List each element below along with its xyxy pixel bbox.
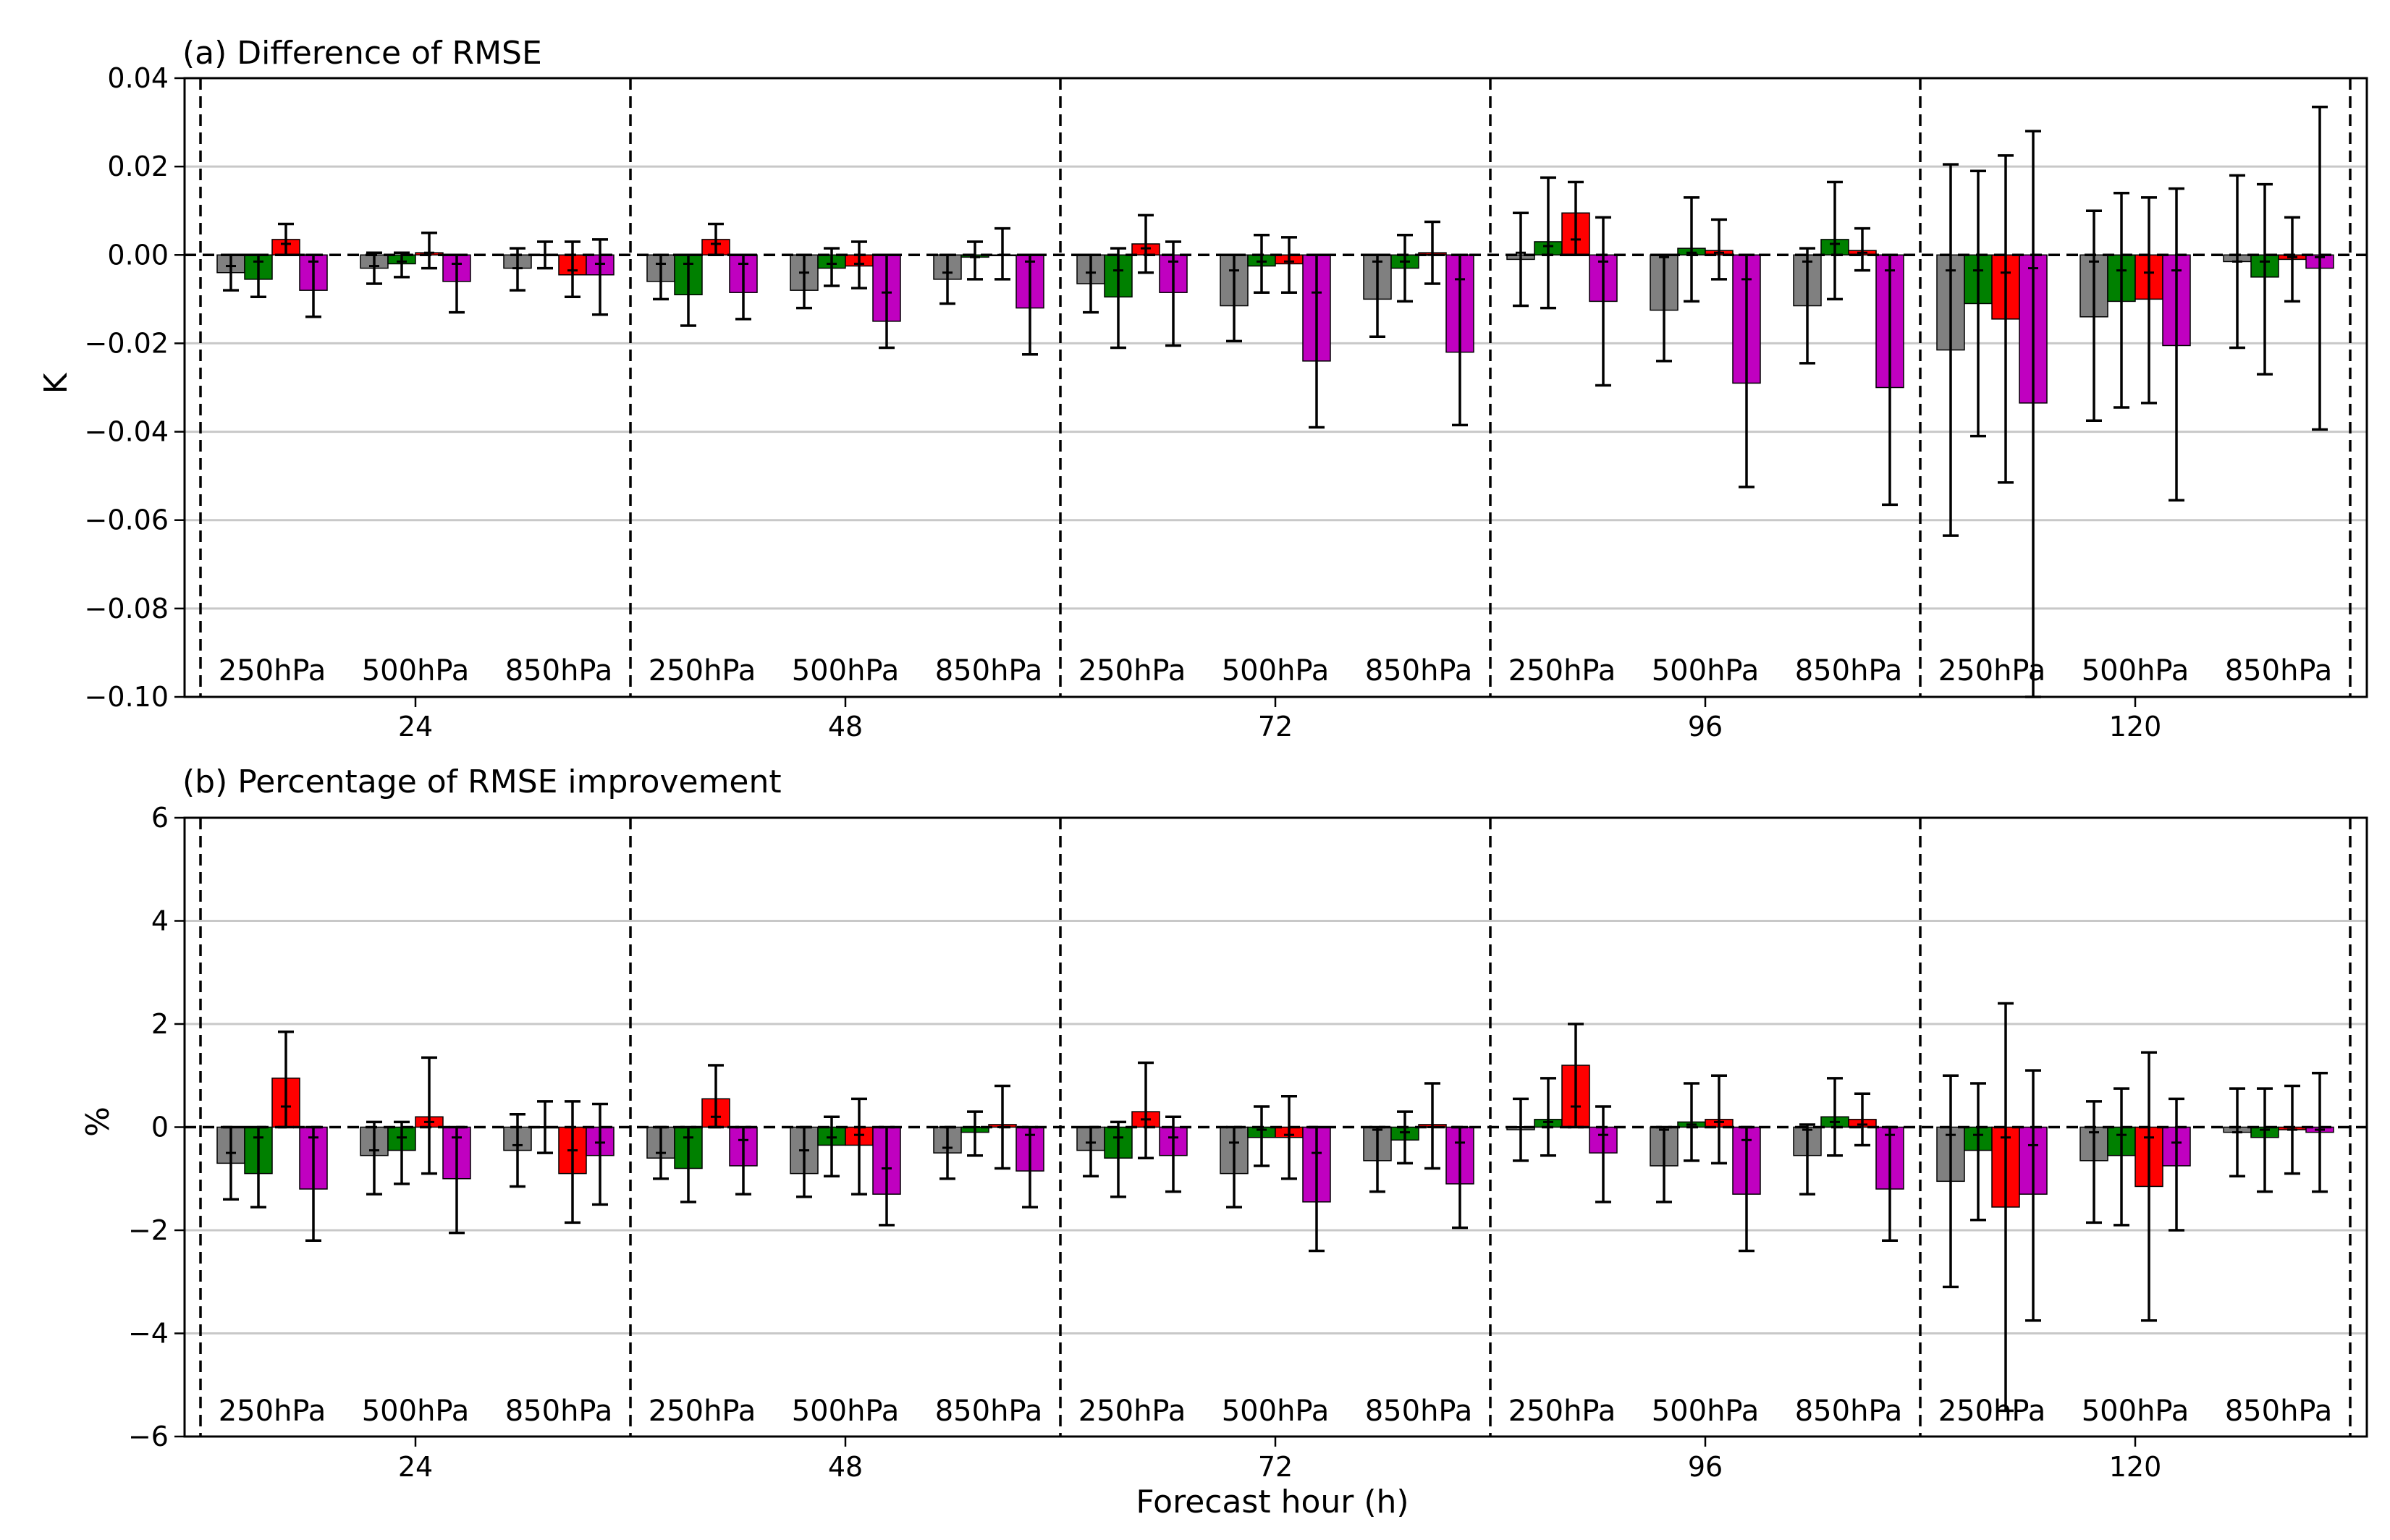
x-tick-label: 48: [828, 711, 863, 742]
y-tick-label: −4: [128, 1318, 169, 1350]
y-tick-label: 0.04: [107, 62, 169, 94]
x-tick-label: 120: [2109, 711, 2162, 742]
y-tick-label: −0.04: [85, 416, 169, 448]
level-label: 850hPa: [935, 1395, 1043, 1428]
level-label: 500hPa: [1652, 1395, 1760, 1428]
x-axis-label: Forecast hour (h): [1136, 1484, 1409, 1520]
x-tick-label: 24: [398, 1451, 433, 1483]
panel-a-plot: 0.04 0.02 0.00 −0.02 −0.04 −0.06 −0.08 −0.10 250…: [85, 62, 2368, 742]
level-label: 500hPa: [1652, 654, 1760, 688]
level-label: 500hPa: [2082, 654, 2190, 688]
level-label: 500hPa: [792, 1395, 900, 1428]
y-tick-label: −0.02: [85, 327, 169, 359]
y-tick-label: 4: [151, 905, 169, 937]
panel-b-plot: 6 4 2 0 −2 −4 −6 250hPa 500hPa 850hPa 250hPa 500hPa…: [128, 802, 2368, 1483]
level-label: 250hPa: [219, 1395, 326, 1428]
level-label: 250hPa: [1508, 1395, 1616, 1428]
y-tick-label: 6: [151, 802, 169, 834]
level-label: 500hPa: [1222, 654, 1330, 688]
level-label: 850hPa: [505, 654, 613, 688]
y-tick-label: −0.08: [85, 593, 169, 625]
level-label: 850hPa: [2225, 654, 2333, 688]
x-tick-label: 48: [828, 1451, 863, 1483]
level-label: 250hPa: [1078, 654, 1186, 688]
level-label: 850hPa: [1365, 1395, 1473, 1428]
level-label: 250hPa: [1508, 654, 1616, 688]
panel-b-title: (b) Percentage of RMSE improvement: [182, 763, 782, 800]
level-label: 850hPa: [1795, 654, 1903, 688]
y-tick-label: 2: [151, 1008, 169, 1040]
level-label: 850hPa: [2225, 1395, 2333, 1428]
x-tick-label: 24: [398, 711, 433, 742]
level-label: 250hPa: [219, 654, 326, 688]
y-tick-label: 0.02: [107, 151, 169, 182]
axes-frame: [183, 77, 2368, 698]
level-label: 250hPa: [649, 654, 756, 688]
y-tick-label: −0.06: [85, 504, 169, 536]
level-label: 850hPa: [505, 1395, 613, 1428]
axes-frame: [183, 816, 2368, 1438]
y-tick-label: −6: [128, 1421, 169, 1452]
x-tick-label: 120: [2109, 1451, 2162, 1483]
level-label: 500hPa: [792, 654, 900, 688]
x-tick-label: 72: [1258, 1451, 1293, 1483]
y-tick-label: −2: [128, 1214, 169, 1246]
x-tick-label: 96: [1688, 1451, 1723, 1483]
panel-a-title: (a) Difference of RMSE: [182, 35, 542, 72]
panel-a-ylabel: K: [38, 372, 75, 394]
level-label: 850hPa: [1795, 1395, 1903, 1428]
y-tick-label: −0.10: [85, 681, 169, 713]
level-label: 250hPa: [1938, 654, 2046, 688]
y-tick-label: 0.00: [107, 239, 169, 271]
y-tick-label: 0: [151, 1112, 169, 1143]
level-label: 500hPa: [2082, 1395, 2190, 1428]
level-label: 250hPa: [1078, 1395, 1186, 1428]
x-tick-label: 96: [1688, 711, 1723, 742]
level-label: 500hPa: [362, 654, 470, 688]
level-label: 250hPa: [649, 1395, 756, 1428]
panel-b-ylabel: %: [80, 1107, 117, 1137]
level-label: 850hPa: [1365, 654, 1473, 688]
level-label: 500hPa: [362, 1395, 470, 1428]
level-label: 250hPa: [1938, 1395, 2046, 1428]
level-label: 850hPa: [935, 654, 1043, 688]
level-label: 500hPa: [1222, 1395, 1330, 1428]
x-tick-label: 72: [1258, 711, 1293, 742]
